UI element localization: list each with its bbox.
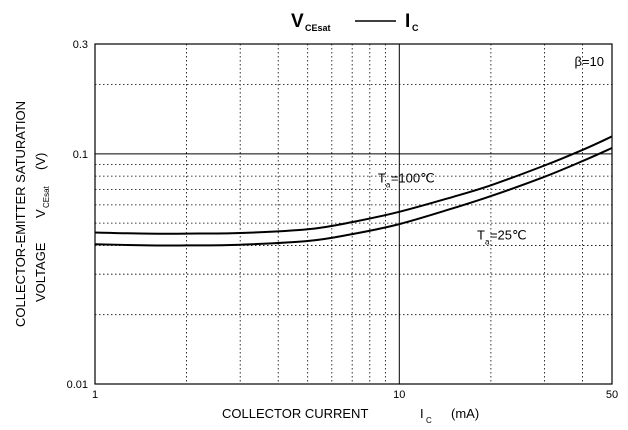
series-label-sub: a [485, 237, 490, 246]
title-sub-cesat: CEsat [305, 23, 331, 33]
grid [95, 44, 612, 384]
x-axis-label-symbol-sub: C [426, 416, 432, 425]
plot-frame [94, 43, 613, 385]
y-tick-label: 0.1 [73, 149, 88, 161]
chart-title: V CEsat I C [291, 11, 419, 33]
y-axis-label-line2: VOLTAGE V CEsat (V) [33, 153, 51, 302]
series-label-prefix: T [378, 171, 386, 186]
y-axis-label-line1: COLLECTOR-EMITTER SATURATION [13, 101, 28, 327]
y-tick-labels: 0.01 0.1 0.3 [67, 39, 88, 391]
y-axis-label-prefix: VOLTAGE [33, 242, 48, 302]
y-axis-label-symbol: V [33, 209, 48, 218]
series-line-ta-25c [94, 147, 613, 247]
title-sub-c: C [412, 23, 419, 33]
series-label-suffix: =25℃ [490, 227, 527, 242]
x-axis-label-text: COLLECTOR CURRENT [222, 406, 368, 421]
x-axis-label-unit: (mA) [451, 406, 479, 421]
x-tick-label: 10 [393, 389, 405, 401]
series-label-sub: a [386, 181, 391, 190]
y-axis-label-unit: (V) [33, 153, 48, 170]
x-axis-label: COLLECTOR CURRENT I C (mA) [222, 406, 479, 425]
y-axis-label-symbol-sub: CEsat [42, 185, 51, 208]
title-symbol-i: I [405, 11, 410, 32]
curves [94, 135, 613, 247]
x-tick-label: 1 [92, 389, 98, 401]
series-label-prefix: T [477, 227, 485, 242]
y-tick-label: 0.3 [73, 39, 88, 51]
series-label-suffix: =100℃ [391, 171, 435, 186]
title-symbol-v: V [291, 11, 304, 32]
series-line-ta-100c [94, 135, 613, 235]
y-axis-label-line1-text: COLLECTOR-EMITTER SATURATION [13, 101, 28, 327]
x-tick-label: 50 [606, 389, 618, 401]
x-axis-label-symbol: I [420, 406, 424, 421]
beta-annotation: β=10 [574, 54, 604, 69]
y-tick-label: 0.01 [67, 379, 88, 391]
x-tick-labels: 1 10 50 [92, 389, 618, 401]
